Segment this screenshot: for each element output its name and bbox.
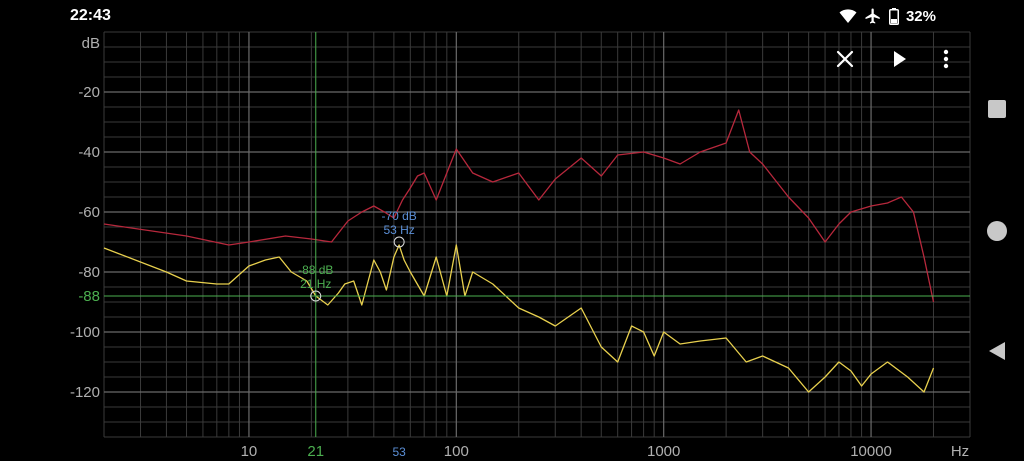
more-options-button[interactable] <box>931 44 961 74</box>
play-button[interactable] <box>885 44 915 74</box>
status-icons: 32% <box>839 6 936 26</box>
cursor-x-label: 21 <box>307 443 324 460</box>
recents-square-icon <box>988 100 1006 118</box>
y-tick-label: -20 <box>78 84 100 101</box>
series-layer <box>103 109 935 393</box>
more-vert-icon <box>943 49 949 69</box>
x-tick-label: 10000 <box>850 443 892 460</box>
y-tick-label: -80 <box>78 264 100 281</box>
home-button[interactable] <box>982 216 1012 246</box>
x-axis-label: Hz <box>951 443 969 460</box>
cursor-readout-db: -70 dB <box>381 209 416 223</box>
play-icon <box>894 51 906 67</box>
cursor-x-label: 53 <box>392 445 406 459</box>
close-icon <box>836 50 854 68</box>
cursor-marker <box>393 236 405 248</box>
navigation-bar <box>970 32 1024 461</box>
cursor-readout-db: -88 dB <box>298 263 333 277</box>
x-tick-label: 1000 <box>647 443 680 460</box>
y-axis-label: dB <box>82 35 100 52</box>
y-tick-label: -100 <box>70 324 100 341</box>
wifi-icon <box>839 9 857 23</box>
cursor-marker <box>310 290 322 302</box>
back-button[interactable] <box>982 336 1012 366</box>
axis-labels: 21 -88 53 -20 -40 -60 -80 -100 -120 10 100 1000 1000… <box>70 35 969 460</box>
grid-major <box>104 32 970 437</box>
back-triangle-icon <box>989 342 1005 360</box>
home-circle-icon <box>987 221 1007 241</box>
y-tick-label: -40 <box>78 144 100 161</box>
series-line-red <box>103 109 935 303</box>
cursor-y-label: -88 <box>78 288 100 305</box>
clock: 22:43 <box>70 7 111 24</box>
battery-percentage: 32% <box>905 7 936 25</box>
close-button[interactable] <box>830 44 860 74</box>
cursor-readout-hz: 53 Hz <box>383 223 414 237</box>
grid-minor <box>103 31 971 438</box>
y-tick-label: -120 <box>70 384 100 401</box>
y-tick-label: -60 <box>78 204 100 221</box>
airplane-mode-icon <box>865 8 880 24</box>
series-line-yellow <box>103 244 935 393</box>
battery-icon <box>888 7 899 25</box>
recents-button[interactable] <box>982 94 1012 124</box>
cursor-readout-hz: 21 Hz <box>300 277 331 291</box>
x-tick-label: 100 <box>444 443 469 460</box>
x-tick-label: 10 <box>241 443 258 460</box>
status-bar: 22:43 32% <box>0 0 1024 32</box>
